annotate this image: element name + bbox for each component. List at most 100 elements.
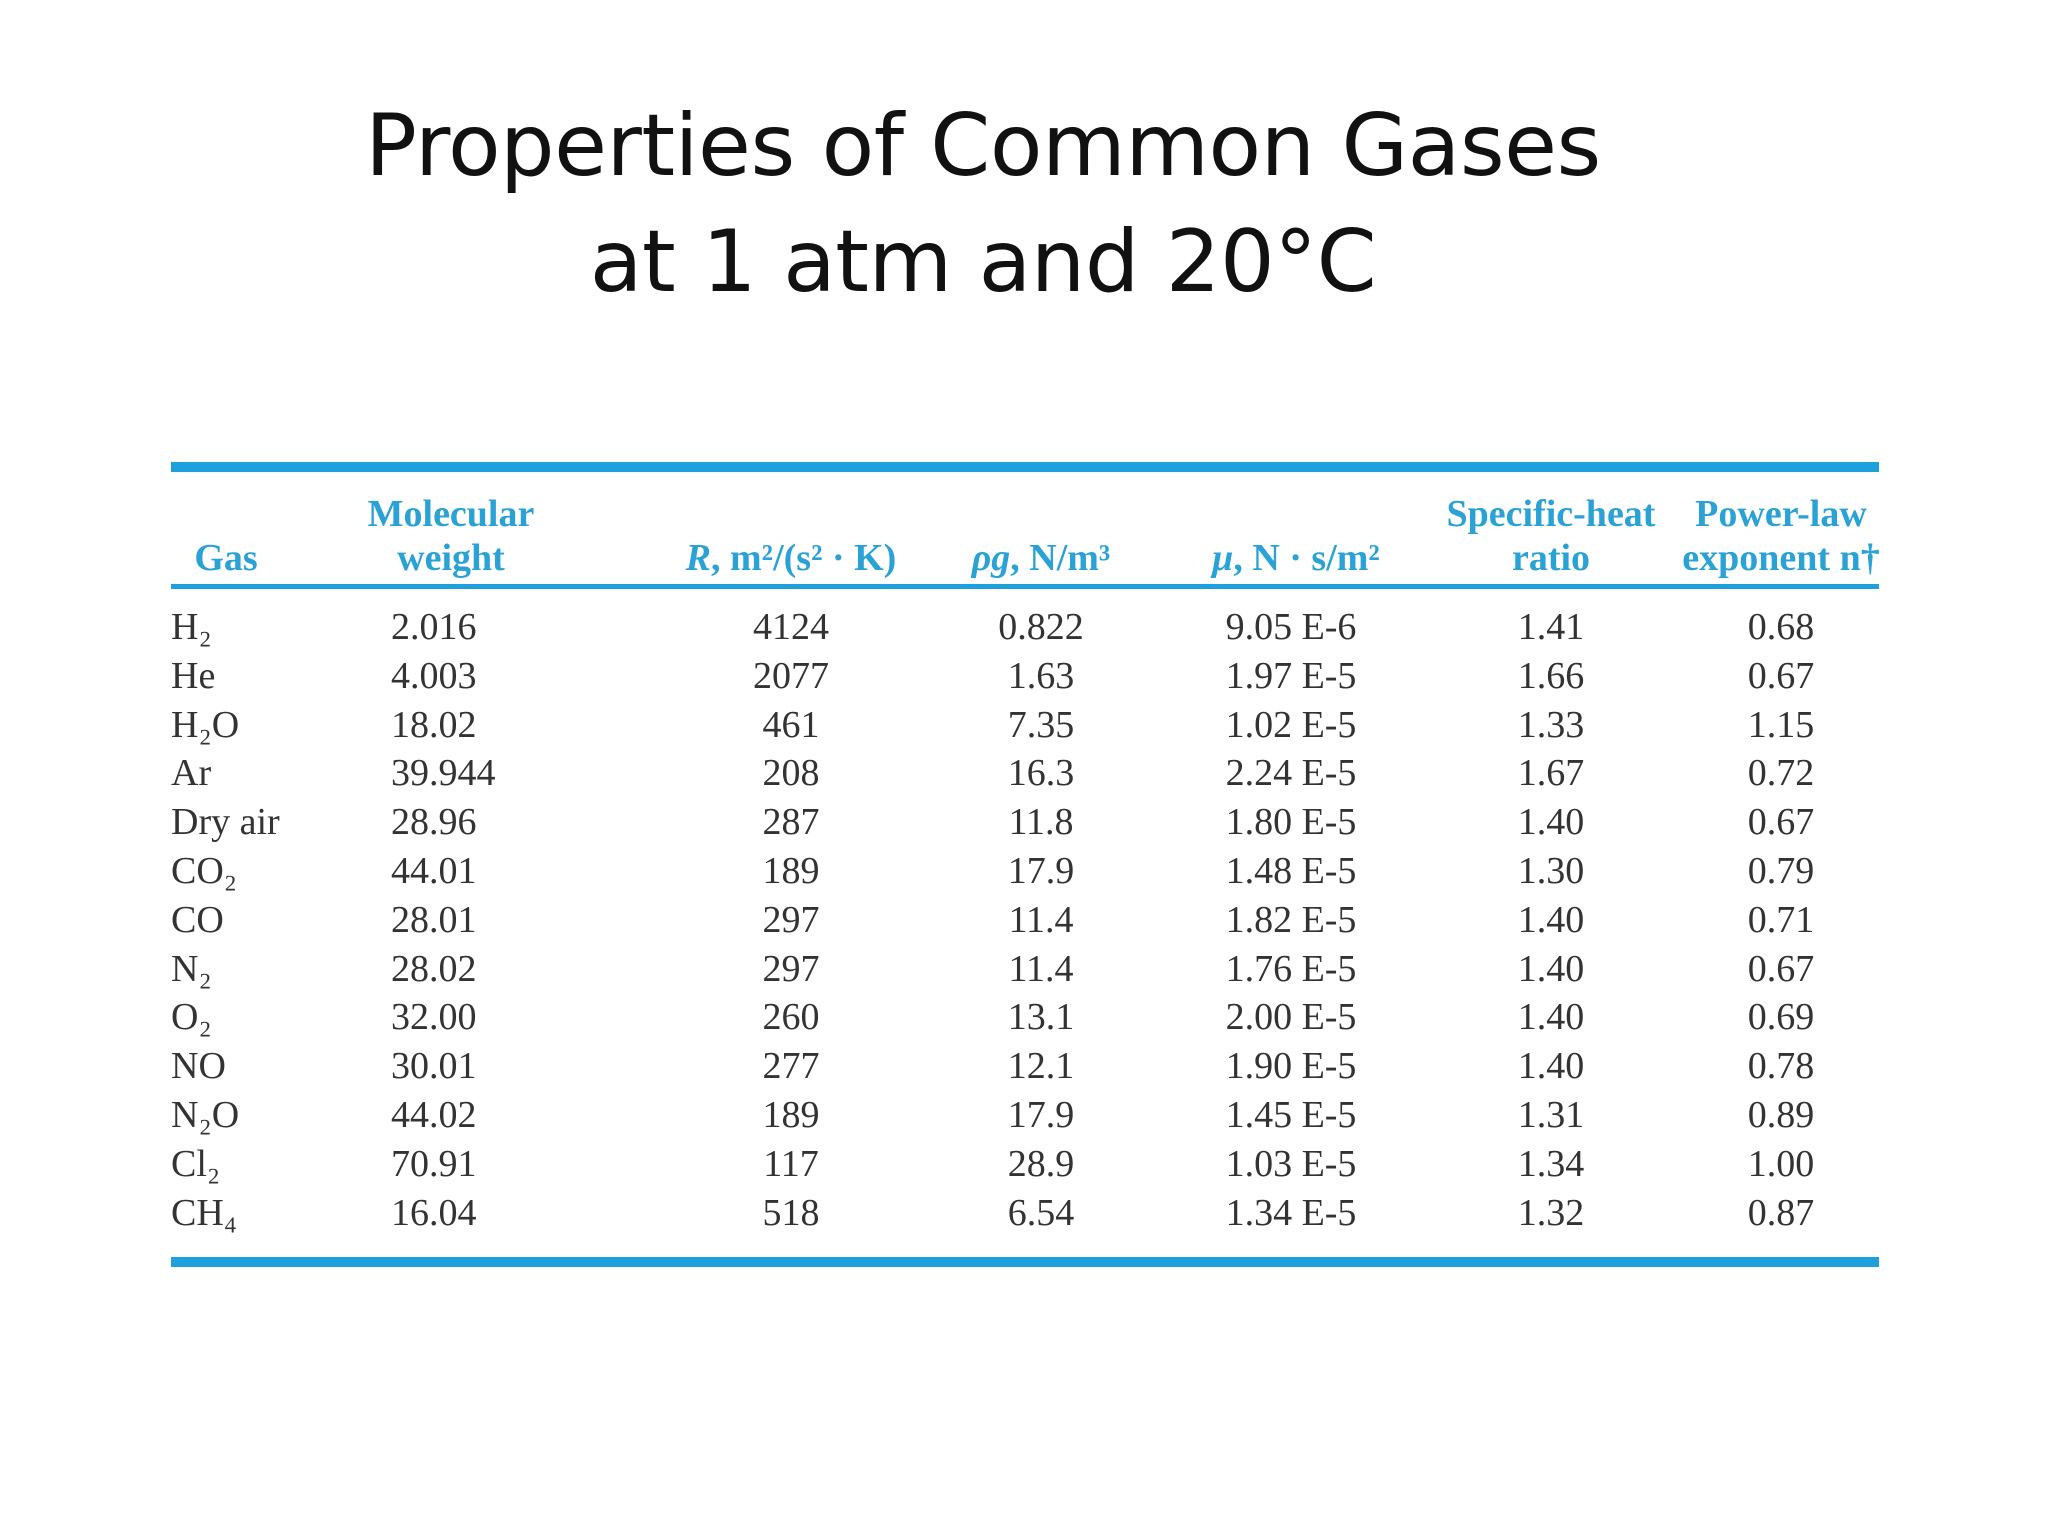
header-mu-unit: , N · s/m² xyxy=(1233,537,1380,579)
cell-specific-heat-ratio: 1.41 xyxy=(1517,606,1585,648)
cell-gas: N₂ xyxy=(171,947,212,990)
cell-viscosity: 2.24 E-5 xyxy=(1225,752,1357,795)
cell-gas: CO xyxy=(171,898,224,941)
cell-gas: H₂O xyxy=(171,703,240,746)
cell-gas-constant: 277 xyxy=(762,1045,820,1088)
table-row: O₂ 32.00 260 13.1 2.00 E-5 1.40 0.69 xyxy=(171,991,1879,1040)
cell-specific-heat-ratio: 1.40 xyxy=(1517,996,1585,1039)
cell-gas-constant: 518 xyxy=(762,1191,820,1234)
cell-molecular-weight: 44.01 xyxy=(391,849,477,892)
table-row: N₂ 28.02 297 11.4 1.76 E-5 1.40 0.67 xyxy=(171,943,1879,992)
header-k-line1: Specific-heat xyxy=(1446,493,1656,535)
cell-viscosity: 1.80 E-5 xyxy=(1225,801,1357,844)
cell-power-law-exponent: 0.67 xyxy=(1747,654,1815,697)
cell-gas: Dry air xyxy=(171,801,280,844)
cell-viscosity: 1.82 E-5 xyxy=(1225,898,1357,941)
header-r-unit: , m²/(s² · K) xyxy=(711,537,897,579)
cell-gas-constant: 461 xyxy=(762,703,820,746)
cell-specific-weight: 11.4 xyxy=(1008,898,1074,941)
cell-molecular-weight: 30.01 xyxy=(391,1045,477,1088)
header-r-symbol: R xyxy=(685,537,712,579)
cell-specific-heat-ratio: 1.40 xyxy=(1517,898,1585,941)
cell-specific-weight: 13.1 xyxy=(1007,996,1075,1039)
cell-gas-constant: 4124 xyxy=(753,606,829,648)
header-gas-constant: R, m²/(s² · K) xyxy=(591,496,991,580)
header-viscosity: μ, N · s/m² xyxy=(1131,496,1461,580)
cell-power-law-exponent: 0.78 xyxy=(1747,1045,1815,1088)
cell-specific-heat-ratio: 1.40 xyxy=(1517,947,1585,990)
cell-power-law-exponent: 0.71 xyxy=(1747,898,1815,941)
table-row: CO 28.01 297 11.4 1.82 E-5 1.40 0.71 xyxy=(171,894,1879,943)
cell-viscosity: 1.45 E-5 xyxy=(1225,1093,1357,1136)
cell-viscosity: 1.90 E-5 xyxy=(1225,1045,1357,1088)
cell-specific-weight: 1.63 xyxy=(1007,654,1075,697)
cell-specific-weight: 12.1 xyxy=(1007,1045,1075,1088)
cell-gas-constant: 287 xyxy=(762,801,820,844)
header-specific-weight: ρg, N/m³ xyxy=(891,496,1191,580)
cell-specific-heat-ratio: 1.67 xyxy=(1517,752,1585,795)
cell-viscosity: 2.00 E-5 xyxy=(1225,996,1357,1039)
cell-specific-weight: 7.35 xyxy=(1007,703,1075,746)
header-mu-label: μ, N · s/m² xyxy=(1131,536,1461,580)
cell-power-law-exponent: 1.00 xyxy=(1747,1142,1815,1185)
title-line-2: at 1 atm and 20°C xyxy=(589,212,1377,312)
table-row: Cl₂ 70.91 117 28.9 1.03 E-5 1.34 1.00 xyxy=(171,1138,1879,1187)
cell-viscosity: 1.34 E-5 xyxy=(1225,1191,1357,1234)
cell-specific-weight: 0.822 xyxy=(998,606,1084,648)
cell-molecular-weight: 28.01 xyxy=(391,898,477,941)
cell-gas: He xyxy=(171,654,216,697)
cell-gas-constant: 189 xyxy=(762,1093,820,1136)
table-row: H₂O 18.02 461 7.35 1.02 E-5 1.33 1.15 xyxy=(171,699,1879,748)
cell-specific-heat-ratio: 1.66 xyxy=(1517,654,1585,697)
table-bottom-rule xyxy=(171,1257,1879,1268)
cell-specific-weight: 16.3 xyxy=(1007,752,1075,795)
cell-specific-weight: 17.9 xyxy=(1007,849,1075,892)
cell-molecular-weight: 28.02 xyxy=(391,947,477,990)
table-row: N₂O 44.02 189 17.9 1.45 E-5 1.31 0.89 xyxy=(171,1089,1879,1138)
cell-specific-weight: 11.4 xyxy=(1008,947,1074,990)
header-gas: Gas xyxy=(171,496,281,580)
table-top-rule xyxy=(171,462,1879,472)
cell-specific-heat-ratio: 1.40 xyxy=(1517,801,1585,844)
header-r-label: R, m²/(s² · K) xyxy=(591,536,991,580)
header-k-line2: ratio xyxy=(1511,537,1591,579)
table-row: H₂ 2.016 4124 0.822 9.05 E-6 1.41 0.68 xyxy=(171,601,1879,650)
cell-gas: Ar xyxy=(171,752,212,795)
cell-gas-constant: 297 xyxy=(762,947,820,990)
cell-viscosity: 1.76 E-5 xyxy=(1225,947,1357,990)
cell-viscosity: 9.05 E-6 xyxy=(1225,606,1357,648)
cell-viscosity: 1.02 E-5 xyxy=(1225,703,1357,746)
cell-gas: NO xyxy=(171,1045,226,1088)
slide-title: Properties of Common Gases at 1 atm and … xyxy=(0,88,1966,320)
cell-power-law-exponent: 0.68 xyxy=(1747,606,1815,648)
cell-viscosity: 1.48 E-5 xyxy=(1225,849,1357,892)
header-mw-line1: Molecular xyxy=(367,493,535,535)
cell-gas: CH₄ xyxy=(171,1191,238,1234)
cell-molecular-weight: 18.02 xyxy=(391,703,477,746)
header-rho-symbol: ρg xyxy=(971,537,1011,579)
cell-specific-heat-ratio: 1.30 xyxy=(1517,849,1585,892)
cell-power-law-exponent: 0.67 xyxy=(1747,801,1815,844)
cell-power-law-exponent: 0.67 xyxy=(1747,947,1815,990)
cell-molecular-weight: 4.003 xyxy=(391,654,477,697)
table-row: Ar 39.944 208 16.3 2.24 E-5 1.67 0.72 xyxy=(171,747,1879,796)
table-header-rule xyxy=(171,584,1879,589)
cell-specific-weight: 6.54 xyxy=(1007,1191,1075,1234)
cell-specific-weight: 11.8 xyxy=(1008,801,1074,844)
header-molecular-weight: Molecular weight xyxy=(341,493,561,580)
table-row: CH₄ 16.04 518 6.54 1.34 E-5 1.32 0.87 xyxy=(171,1187,1879,1236)
cell-specific-heat-ratio: 1.31 xyxy=(1517,1093,1585,1136)
cell-molecular-weight: 32.00 xyxy=(391,996,477,1039)
cell-gas-constant: 297 xyxy=(762,898,820,941)
cell-specific-heat-ratio: 1.33 xyxy=(1517,703,1585,746)
cell-power-law-exponent: 0.79 xyxy=(1747,849,1815,892)
table-header: Gas Molecular weight R, m²/(s² · K) ρg, … xyxy=(171,472,1879,584)
cell-gas-constant: 117 xyxy=(763,1142,819,1185)
cell-molecular-weight: 44.02 xyxy=(391,1093,477,1136)
cell-power-law-exponent: 0.89 xyxy=(1747,1093,1815,1136)
cell-specific-heat-ratio: 1.32 xyxy=(1517,1191,1585,1234)
cell-viscosity: 1.03 E-5 xyxy=(1225,1142,1357,1185)
cell-specific-weight: 17.9 xyxy=(1007,1093,1075,1136)
cell-gas: CO₂ xyxy=(171,849,238,892)
